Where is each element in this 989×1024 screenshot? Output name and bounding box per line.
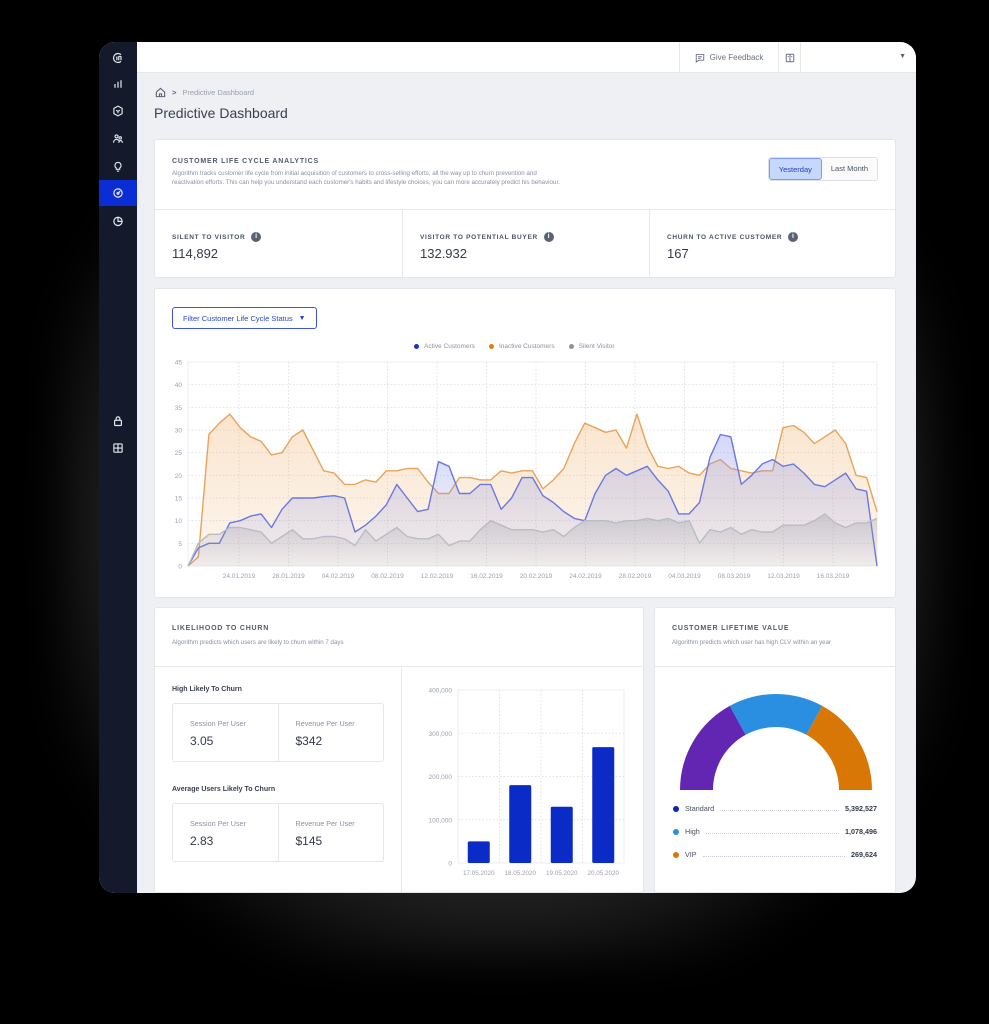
cube-icon[interactable] [99, 98, 137, 124]
caret-down-icon: ▼ [298, 314, 306, 322]
give-feedback-button[interactable]: Give Feedback [679, 42, 779, 73]
kpi-silent-to-visitor: SILENT TO VISITOR i 114,892 [155, 209, 402, 278]
breadcrumb: > Predictive Dashboard [155, 87, 254, 98]
legend-item-inactive[interactable]: Inactive Customers [488, 343, 555, 350]
book-button[interactable] [779, 42, 801, 73]
svg-text:20.02.2019: 20.02.2019 [520, 573, 553, 580]
period-last-month-button[interactable]: Last Month [821, 158, 877, 180]
svg-text:0: 0 [178, 564, 182, 571]
app-window: Give Feedback ▼ > Predictive Dashboard P… [99, 42, 916, 893]
clv-title: CUSTOMER LIFETIME VALUE [672, 625, 790, 632]
svg-text:08.03.2019: 08.03.2019 [718, 573, 751, 580]
kpi-churn-to-active: CHURN TO ACTIVE CUSTOMER i 167 [649, 209, 896, 278]
svg-text:25: 25 [175, 450, 183, 457]
kpi-value: 132.932 [420, 246, 467, 261]
grid-icon[interactable] [99, 435, 137, 461]
clv-row-high: High 1,078,496 [673, 827, 877, 836]
book-icon [785, 53, 794, 62]
legend-item-silent[interactable]: Silent Visitor [568, 343, 615, 350]
kpi-value: 114,892 [172, 246, 219, 261]
top-bar: Give Feedback ▼ [137, 42, 916, 73]
clv-card: CUSTOMER LIFETIME VALUE Algorithm predic… [654, 607, 896, 893]
lock-icon[interactable] [99, 408, 137, 434]
churn-title: LIKELIHOOD TO CHURN [172, 625, 270, 632]
chart-legend: Active Customers Inactive Customers Sile… [414, 343, 615, 350]
svg-text:24.01.2019: 24.01.2019 [223, 573, 256, 580]
info-icon[interactable]: i [543, 232, 554, 242]
svg-text:12.02.2019: 12.02.2019 [421, 573, 454, 580]
svg-text:12.03.2019: 12.03.2019 [767, 573, 800, 580]
info-icon[interactable]: i [788, 232, 799, 242]
svg-text:40: 40 [175, 382, 183, 389]
clv-row-vip: VIP 269,624 [673, 850, 877, 859]
filter-status-dropdown[interactable]: Filter Customer Life Cycle Status ▼ [172, 307, 317, 329]
average-churn-label: Average Users Likely To Churn [172, 786, 276, 793]
svg-text:16.03.2019: 16.03.2019 [817, 573, 850, 580]
lifecycle-description: Algorithm tracks customer life cycle fro… [172, 170, 560, 186]
svg-text:10: 10 [175, 518, 183, 525]
svg-text:300,000: 300,000 [429, 731, 453, 738]
high-churn-label: High Likely To Churn [172, 686, 242, 693]
clv-half-donut-chart [680, 694, 872, 790]
churn-bar-chart: 0 100,000 200,000 300,000 400,000 17.05.2020 1… [429, 688, 625, 877]
clv-row-standard: Standard 5,392,527 [673, 804, 877, 813]
logo-icon[interactable] [99, 44, 137, 72]
main-content: Give Feedback ▼ > Predictive Dashboard P… [137, 42, 916, 893]
svg-text:19.05.2020: 19.05.2020 [546, 870, 578, 877]
gauge-icon[interactable] [99, 180, 137, 206]
svg-text:24.02.2019: 24.02.2019 [569, 573, 602, 580]
caret-down-icon[interactable]: ▼ [899, 53, 906, 60]
kpi-visitor-to-buyer: VISITOR TO POTENTIAL BUYER i 132.932 [402, 209, 649, 278]
trend-chart-card: Filter Customer Life Cycle Status ▼ Acti… [154, 288, 896, 598]
svg-text:04.03.2019: 04.03.2019 [668, 573, 701, 580]
breadcrumb-current[interactable]: Predictive Dashboard [182, 88, 255, 97]
bar-chart-icon[interactable] [99, 71, 137, 97]
svg-text:20: 20 [175, 473, 183, 480]
svg-text:30: 30 [175, 428, 183, 435]
kpi-value: 167 [667, 246, 689, 261]
svg-text:18.05.2020: 18.05.2020 [504, 870, 536, 877]
clv-description: Algorithm predicts which user has high C… [672, 639, 832, 646]
svg-text:200,000: 200,000 [429, 774, 453, 781]
session-per-user-value: 2.83 [190, 834, 214, 848]
lifecycle-card: CUSTOMER LIFE CYCLE ANALYTICS Algorithm … [154, 139, 896, 278]
svg-text:35: 35 [175, 405, 183, 412]
page-title: Predictive Dashboard [154, 105, 288, 121]
revenue-per-user-value: $342 [295, 734, 323, 748]
lifecycle-line-chart: 0 5 10 15 20 25 30 35 40 45 24.01.2019 28.01.2019 04… [175, 360, 878, 580]
sidebar [99, 42, 137, 893]
svg-text:08.02.2019: 08.02.2019 [371, 573, 404, 580]
svg-text:0: 0 [448, 861, 452, 868]
give-feedback-label: Give Feedback [709, 53, 764, 62]
info-icon[interactable]: i [251, 232, 262, 242]
svg-text:28.01.2019: 28.01.2019 [272, 573, 305, 580]
lifecycle-title: CUSTOMER LIFE CYCLE ANALYTICS [172, 158, 320, 165]
svg-text:45: 45 [175, 360, 183, 367]
breadcrumb-separator: > [172, 88, 177, 97]
home-icon[interactable] [155, 87, 166, 98]
svg-text:20.05.2020: 20.05.2020 [587, 870, 619, 877]
svg-text:04.02.2019: 04.02.2019 [322, 573, 355, 580]
period-toggle: Yesterday Last Month [767, 157, 878, 181]
svg-text:15: 15 [175, 496, 183, 503]
svg-text:16.02.2019: 16.02.2019 [470, 573, 503, 580]
session-per-user-value: 3.05 [190, 734, 214, 748]
svg-text:5: 5 [178, 541, 182, 548]
svg-text:400,000: 400,000 [429, 688, 453, 695]
revenue-per-user-value: $145 [295, 834, 323, 848]
svg-text:100,000: 100,000 [429, 817, 453, 824]
high-churn-metrics: Session Per User 3.05 Revenue Per User $34… [172, 703, 384, 762]
legend-item-active[interactable]: Active Customers [414, 343, 475, 350]
pie-chart-icon[interactable] [99, 208, 137, 234]
svg-text:17.05.2020: 17.05.2020 [463, 870, 495, 877]
period-yesterday-button[interactable]: Yesterday [768, 158, 822, 180]
average-churn-metrics: Session Per User 2.83 Revenue Per User $14… [172, 803, 384, 862]
lightbulb-icon[interactable] [99, 154, 137, 180]
churn-card: LIKELIHOOD TO CHURN Algorithm predicts w… [154, 607, 644, 893]
users-icon[interactable] [99, 126, 137, 152]
svg-text:28.02.2019: 28.02.2019 [619, 573, 652, 580]
message-icon [695, 53, 704, 63]
churn-description: Algorithm predicts which users are likel… [172, 639, 344, 646]
